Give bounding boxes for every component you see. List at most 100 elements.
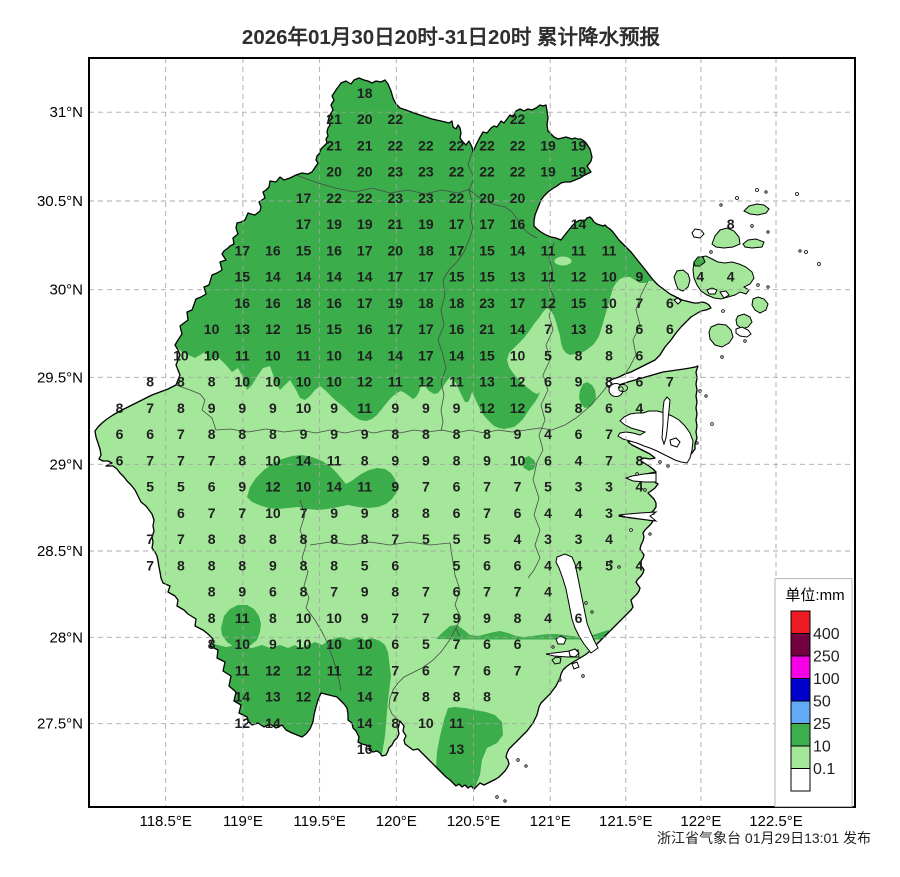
svg-text:11: 11 xyxy=(296,347,311,363)
svg-text:19: 19 xyxy=(326,216,342,232)
svg-text:17: 17 xyxy=(510,295,526,311)
svg-text:10: 10 xyxy=(296,636,312,652)
svg-text:浙江省气象台 01月29日13:01 发布: 浙江省气象台 01月29日13:01 发布 xyxy=(657,830,871,846)
svg-text:12: 12 xyxy=(265,479,281,495)
svg-text:9: 9 xyxy=(330,505,338,521)
svg-text:4: 4 xyxy=(575,452,583,468)
svg-text:13: 13 xyxy=(571,321,587,337)
svg-text:22: 22 xyxy=(510,137,526,153)
svg-text:6: 6 xyxy=(269,584,277,600)
svg-text:5: 5 xyxy=(544,400,552,416)
svg-text:4: 4 xyxy=(696,269,704,285)
svg-text:8: 8 xyxy=(391,584,399,600)
svg-text:9: 9 xyxy=(238,479,246,495)
svg-text:119.5°E: 119.5°E xyxy=(293,813,345,830)
svg-text:8: 8 xyxy=(422,689,430,705)
svg-text:10: 10 xyxy=(813,739,831,756)
svg-text:4: 4 xyxy=(544,610,552,626)
svg-text:9: 9 xyxy=(361,505,369,521)
svg-text:20: 20 xyxy=(326,164,342,180)
svg-text:29°N: 29°N xyxy=(49,456,83,473)
svg-text:15: 15 xyxy=(296,242,312,258)
svg-text:7: 7 xyxy=(666,374,674,390)
svg-text:17: 17 xyxy=(357,242,373,258)
svg-text:22: 22 xyxy=(449,190,465,206)
svg-text:10: 10 xyxy=(326,610,342,626)
svg-text:12: 12 xyxy=(479,400,495,416)
svg-text:8: 8 xyxy=(483,426,491,442)
svg-text:9: 9 xyxy=(636,269,644,285)
svg-text:13: 13 xyxy=(449,741,465,757)
svg-text:6: 6 xyxy=(575,610,583,626)
svg-text:12: 12 xyxy=(418,374,434,390)
svg-text:8: 8 xyxy=(453,689,461,705)
svg-text:6: 6 xyxy=(666,321,674,337)
svg-text:15: 15 xyxy=(235,269,251,285)
svg-text:21: 21 xyxy=(326,111,342,127)
svg-text:10: 10 xyxy=(510,347,526,363)
svg-text:9: 9 xyxy=(575,374,583,390)
svg-text:3: 3 xyxy=(605,505,613,521)
svg-text:14: 14 xyxy=(357,715,373,731)
svg-text:8: 8 xyxy=(208,636,216,652)
svg-text:13: 13 xyxy=(235,321,251,337)
svg-text:8: 8 xyxy=(177,400,185,416)
svg-text:19: 19 xyxy=(540,164,556,180)
svg-text:7: 7 xyxy=(391,531,399,547)
svg-text:250: 250 xyxy=(813,649,840,666)
svg-text:8: 8 xyxy=(300,557,308,573)
svg-text:5: 5 xyxy=(544,479,552,495)
svg-text:19: 19 xyxy=(571,164,587,180)
svg-text:7: 7 xyxy=(544,321,552,337)
svg-text:9: 9 xyxy=(483,610,491,626)
svg-text:14: 14 xyxy=(510,242,526,258)
svg-text:118.5°E: 118.5°E xyxy=(139,813,191,830)
svg-text:9: 9 xyxy=(422,400,430,416)
svg-text:12: 12 xyxy=(540,295,556,311)
svg-text:8: 8 xyxy=(177,374,185,390)
svg-text:9: 9 xyxy=(361,610,369,626)
svg-text:6: 6 xyxy=(514,557,522,573)
svg-text:15: 15 xyxy=(479,269,495,285)
svg-text:10: 10 xyxy=(235,636,251,652)
svg-text:11: 11 xyxy=(357,479,372,495)
svg-text:5: 5 xyxy=(146,479,154,495)
svg-text:4: 4 xyxy=(514,531,522,547)
svg-text:8: 8 xyxy=(238,557,246,573)
svg-text:22: 22 xyxy=(449,164,465,180)
svg-text:4: 4 xyxy=(544,557,552,573)
svg-text:16: 16 xyxy=(326,242,342,258)
svg-text:10: 10 xyxy=(265,505,281,521)
svg-text:13: 13 xyxy=(265,689,281,705)
svg-text:3: 3 xyxy=(575,479,583,495)
svg-text:13: 13 xyxy=(510,269,526,285)
svg-text:19: 19 xyxy=(418,216,434,232)
svg-text:6: 6 xyxy=(636,347,644,363)
svg-text:8: 8 xyxy=(300,531,308,547)
svg-text:15: 15 xyxy=(479,242,495,258)
svg-text:18: 18 xyxy=(418,242,434,258)
svg-text:6: 6 xyxy=(666,295,674,311)
svg-text:4: 4 xyxy=(575,557,583,573)
svg-text:121°E: 121°E xyxy=(530,813,571,830)
svg-text:19: 19 xyxy=(571,137,587,153)
svg-text:17: 17 xyxy=(357,295,373,311)
svg-text:22: 22 xyxy=(388,111,404,127)
svg-text:8: 8 xyxy=(453,426,461,442)
svg-text:120°E: 120°E xyxy=(376,813,417,830)
svg-text:19: 19 xyxy=(540,137,556,153)
svg-text:10: 10 xyxy=(265,452,281,468)
svg-text:50: 50 xyxy=(813,694,831,711)
svg-text:6: 6 xyxy=(514,505,522,521)
svg-text:7: 7 xyxy=(177,531,185,547)
svg-text:0.1: 0.1 xyxy=(813,761,835,778)
svg-text:28°N: 28°N xyxy=(49,629,83,646)
svg-text:22: 22 xyxy=(510,111,526,127)
svg-text:8: 8 xyxy=(146,374,154,390)
svg-text:12: 12 xyxy=(296,662,312,678)
svg-text:7: 7 xyxy=(146,452,154,468)
svg-text:10: 10 xyxy=(601,295,617,311)
svg-text:7: 7 xyxy=(453,636,461,652)
svg-text:6: 6 xyxy=(116,426,124,442)
svg-text:17: 17 xyxy=(388,321,404,337)
